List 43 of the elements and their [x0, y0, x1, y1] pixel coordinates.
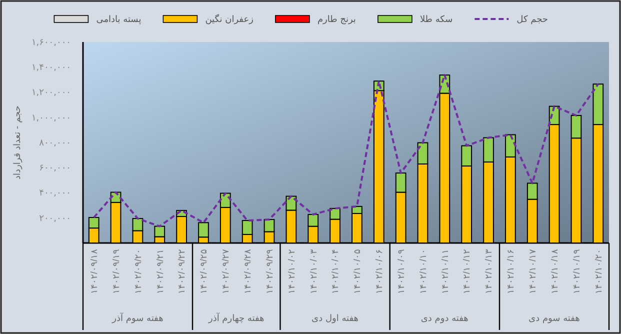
x-tick-label: ۱۴۰۲/۰۹/۲۷	[220, 249, 231, 294]
legend-label: برنج طارم	[317, 15, 356, 26]
x-tick-label: ۱۴۰۲/۱۰/۱۶	[506, 249, 516, 294]
x-tick-label: ۱۴۰۲/۰۹/۲۸	[242, 249, 252, 294]
text: هفته سوم دی	[528, 314, 580, 324]
legend-label: سکه طلا	[420, 15, 453, 26]
x-tick-label: ۱۴۰۲/۰۹/۲۹	[264, 249, 274, 294]
x-tick-label: ۱۴۰۲/۰۹/۱۸	[89, 249, 100, 294]
x-tick-label: ۱۴۰۲/۱۰/۰۹	[396, 249, 406, 294]
y-tick-label: ۱,۲۰۰,۰۰۰	[31, 88, 71, 98]
x-tick-label: ۱۴۰۲/۰۹/۲۲	[176, 249, 187, 294]
x-tick-label: ۱۴۰۲/۰۹/۲۱	[154, 249, 165, 294]
x-tick-label: ۱۴۰۲/۰۹/۲۵	[198, 249, 209, 294]
y-tick-label: ۱,۶۰۰,۰۰۰	[31, 38, 71, 48]
legend-label: حجم کل	[516, 15, 548, 26]
x-tick-label: ۱۴۰۲/۱۰/۰۵	[352, 249, 362, 294]
y-tick-label: ۶۰۰,۰۰۰	[39, 164, 71, 174]
y-tick-label: ۱,۴۰۰,۰۰۰	[31, 63, 71, 74]
x-tick-label: ۱۴۰۲/۱۰/۰۴	[330, 249, 340, 294]
x-tick-label: ۱۴۰۲/۱۰/۰۲	[286, 249, 296, 294]
x-tick-label: ۱۴۰۲/۱۰/۱۹	[571, 249, 582, 294]
text: هفته دوم دی	[420, 314, 469, 324]
x-tick-label: ۱۴۰۲/۱۰/۱۰	[418, 249, 428, 294]
legend-label: پسته بادامی	[96, 15, 142, 26]
y-tick-label: ۱,۰۰۰,۰۰۰	[31, 113, 71, 124]
x-tick-label: ۱۴۰۲/۱۰/۱۲	[462, 249, 472, 294]
y-axis-title: حجم - تعداد قرارداد	[13, 106, 23, 180]
x-tick-label: ۱۴۰۲/۱۰/۱۳	[484, 249, 494, 294]
x-tick-label: ۱۴۰۲/۱۰/۱۱	[440, 249, 450, 294]
x-tick-label: ۱۴۰۲/۱۰/۰۶	[374, 249, 384, 294]
text: هفته اول دی	[312, 314, 359, 324]
x-tick-label: ۱۴۰۲/۰۹/۱۹	[110, 249, 121, 294]
legend-label: زعفران نگین	[205, 13, 254, 26]
x-tick-label: ۱۴۰۲/۱۰/۱۸	[549, 249, 560, 294]
y-tick-label: ۲۰۰,۰۰۰	[39, 214, 71, 224]
x-tick-label: ۱۴۰۲/۰۹/۲۰	[132, 249, 143, 294]
text: هفته چهارم آذر	[207, 312, 265, 324]
x-tick-label: ۱۴۰۲/۱۰/۲۰	[593, 249, 604, 294]
text: هفته سوم آذر	[111, 312, 164, 324]
y-tick-label: ۴۰۰,۰۰۰	[39, 188, 71, 199]
x-tick-label: ۱۴۰۲/۱۰/۱۷	[528, 249, 538, 294]
x-tick-label: ۱۴۰۲/۱۰/۰۳	[308, 249, 318, 294]
y-tick-label: ۸۰۰,۰۰۰	[39, 138, 71, 148]
